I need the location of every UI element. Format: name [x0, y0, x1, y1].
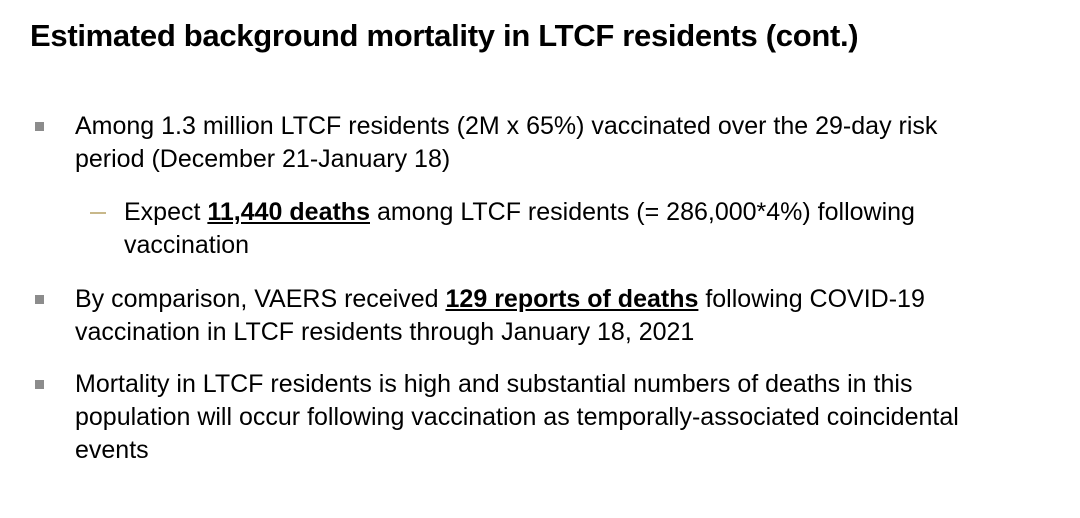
bullet-marker	[35, 295, 44, 304]
sub-bullet: Expect 11,440 deaths among LTCF resident…	[90, 196, 984, 262]
emphasis-text: 129 reports of deaths	[445, 285, 699, 313]
slide-title: Estimated background mortality in LTCF r…	[30, 18, 859, 53]
bullet-marker	[35, 122, 44, 131]
bullet-text: By comparison, VAERS received	[75, 285, 446, 313]
bullet-text: following COVID-19 vaccination in LTCF r…	[75, 285, 925, 346]
bullet-text: Among 1.3 million LTCF residents (2M x 6…	[75, 112, 938, 173]
bullet-text: Mortality in LTCF residents is high and …	[75, 370, 959, 464]
bullet-text: among LTCF residents (= 286,000*4%) foll…	[124, 198, 915, 259]
sub-bullet-marker	[90, 212, 106, 214]
bullet-marker	[35, 380, 44, 389]
emphasis-text: 11,440 deaths	[207, 198, 370, 226]
bullet-text: Expect	[124, 198, 208, 226]
bullet: Mortality in LTCF residents is high and …	[35, 368, 995, 467]
bullet: Among 1.3 million LTCF residents (2M x 6…	[35, 110, 995, 176]
bullet: By comparison, VAERS received 129 report…	[35, 283, 995, 349]
